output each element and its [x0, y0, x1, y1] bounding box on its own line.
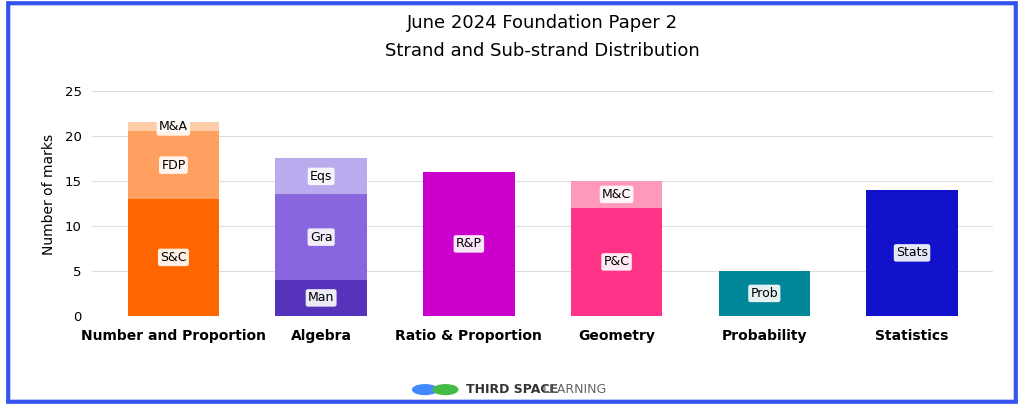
Bar [275, 280, 367, 316]
Bar [128, 131, 219, 199]
Bar [423, 172, 515, 316]
Bar [275, 194, 367, 280]
Text: Stats: Stats [896, 246, 928, 259]
Text: Man: Man [308, 292, 334, 305]
Text: P&C: P&C [603, 256, 630, 269]
Bar [570, 181, 663, 208]
Text: R&P: R&P [456, 237, 482, 250]
Text: S&C: S&C [160, 251, 186, 264]
Text: THIRD SPACE: THIRD SPACE [466, 383, 558, 396]
Text: FDP: FDP [162, 159, 185, 172]
Text: Gra: Gra [310, 231, 333, 244]
Bar [275, 158, 367, 194]
Bar [128, 199, 219, 316]
Text: Prob: Prob [751, 287, 778, 300]
Text: Eqs: Eqs [310, 170, 333, 183]
Y-axis label: Number of marks: Number of marks [42, 134, 56, 255]
Bar [866, 190, 957, 316]
Bar [570, 208, 663, 316]
Bar [719, 271, 810, 316]
Text: M&A: M&A [159, 120, 188, 133]
Bar [128, 122, 219, 131]
Text: LEARNING: LEARNING [543, 383, 607, 396]
Title: June 2024 Foundation Paper 2
Strand and Sub-strand Distribution: June 2024 Foundation Paper 2 Strand and … [385, 15, 700, 60]
Text: M&C: M&C [602, 188, 631, 201]
